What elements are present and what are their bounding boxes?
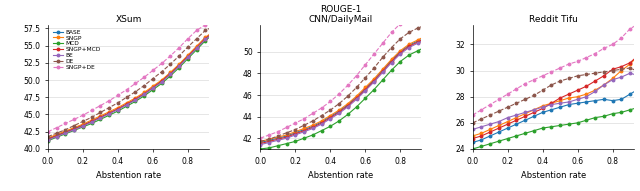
X-axis label: Abstention rate: Abstention rate — [308, 171, 373, 180]
Title: Reddit Tifu: Reddit Tifu — [529, 15, 577, 24]
Title: ROUGE-1
CNN/DailyMail: ROUGE-1 CNN/DailyMail — [308, 5, 373, 24]
X-axis label: Abstention rate: Abstention rate — [96, 171, 161, 180]
Title: XSum: XSum — [115, 15, 141, 24]
X-axis label: Abstention rate: Abstention rate — [520, 171, 586, 180]
Legend: BASE, SNGP, MCD, SNGP+MCD, BE, DE, SNGP+DE: BASE, SNGP, MCD, SNGP+MCD, BE, DE, SNGP+… — [51, 28, 102, 72]
